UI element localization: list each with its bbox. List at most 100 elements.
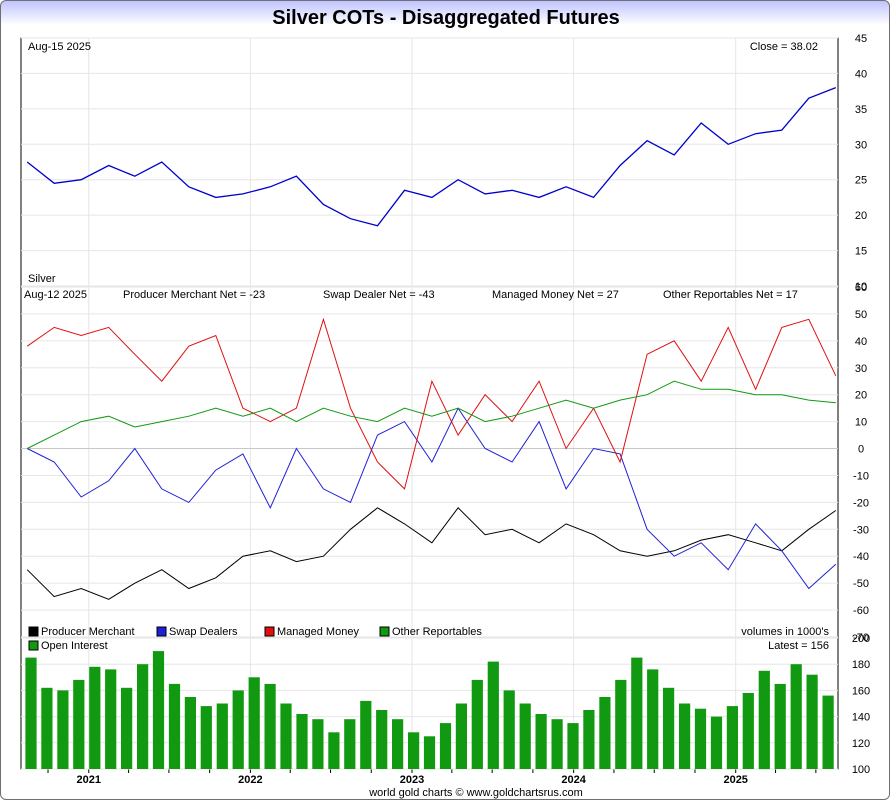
open-interest-bar bbox=[726, 706, 738, 769]
y-tick-label: -30 bbox=[853, 524, 869, 536]
open-interest-bar bbox=[360, 700, 372, 769]
y-tick-label: 20 bbox=[855, 390, 867, 402]
open-interest-bar bbox=[184, 697, 196, 769]
price-series-label: Silver bbox=[28, 273, 56, 285]
y-tick-label: 35 bbox=[855, 104, 867, 116]
open-interest-bar bbox=[248, 677, 260, 769]
open-interest-bar bbox=[312, 719, 324, 769]
open-interest-bar bbox=[806, 674, 818, 769]
legend-oi-swatch bbox=[28, 640, 39, 651]
legend-managed-label: Managed Money bbox=[277, 626, 359, 638]
open-interest-bar bbox=[216, 703, 228, 769]
open-interest-bar bbox=[503, 690, 515, 769]
price-panel bbox=[20, 37, 839, 287]
y-tick-label: 15 bbox=[855, 246, 867, 258]
y-tick-label: -50 bbox=[853, 578, 869, 590]
other-reportables-line bbox=[26, 380, 836, 449]
open-interest-bar bbox=[280, 703, 292, 769]
y-tick-label: 20 bbox=[855, 210, 867, 222]
open-interest-bar bbox=[615, 679, 627, 769]
price-date-label: Aug-15 2025 bbox=[28, 41, 91, 53]
open-interest-bar bbox=[408, 732, 420, 769]
y-tick-label: 200 bbox=[852, 633, 870, 645]
y-tick-label: -10 bbox=[853, 470, 869, 482]
legend-other-label: Other Reportables bbox=[392, 626, 482, 638]
swap-dealers-line bbox=[26, 407, 837, 590]
open-interest-bar bbox=[105, 669, 117, 769]
open-interest-bar bbox=[344, 719, 356, 769]
y-tick-label: 10 bbox=[855, 417, 867, 429]
open-interest-bar bbox=[423, 736, 436, 770]
y-tick-label: 140 bbox=[852, 712, 870, 724]
y-tick-label: 40 bbox=[855, 336, 867, 348]
open-interest-bar bbox=[296, 714, 308, 769]
open-interest-bar bbox=[439, 723, 452, 769]
open-interest-bar bbox=[392, 719, 404, 769]
open-interest-bar bbox=[694, 708, 707, 769]
y-tick-label: 30 bbox=[855, 139, 867, 151]
y-tick-label: 10 bbox=[855, 281, 867, 293]
marks bbox=[25, 86, 837, 770]
cot-header-producer: Producer Merchant Net = -23 bbox=[123, 289, 265, 301]
open-interest-bar bbox=[455, 703, 467, 769]
open-interest-bar bbox=[121, 687, 133, 769]
y-tick-label: 40 bbox=[855, 68, 867, 80]
x-year-label: 2025 bbox=[723, 774, 747, 786]
legend-producer-label: Producer Merchant bbox=[41, 626, 135, 638]
y-tick-label: 30 bbox=[855, 363, 867, 375]
producer-merchant-line bbox=[26, 507, 837, 600]
managed-money-line bbox=[26, 317, 837, 490]
y-tick-label: 160 bbox=[852, 685, 870, 697]
x-year-label: 2022 bbox=[238, 774, 262, 786]
y-tick-label: 50 bbox=[855, 309, 867, 321]
legend-swap-label: Swap Dealers bbox=[169, 626, 238, 638]
open-interest-bar bbox=[758, 670, 770, 770]
open-interest-bar bbox=[519, 703, 531, 769]
oi-latest-label: Latest = 156 bbox=[768, 640, 829, 652]
oi-label: Open Interest bbox=[41, 640, 108, 652]
open-interest-bar bbox=[551, 719, 563, 769]
volumes-note: volumes in 1000's bbox=[741, 626, 829, 638]
price-close-label: Close = 38.02 bbox=[750, 41, 818, 53]
cot-header-other: Other Reportables Net = 17 bbox=[663, 289, 798, 301]
cot-header-swap: Swap Dealer Net = -43 bbox=[323, 289, 435, 301]
open-interest-bar bbox=[647, 669, 659, 769]
x-year-label: 2023 bbox=[400, 774, 424, 786]
x-year-label: 2024 bbox=[561, 774, 586, 786]
y-tick-label: -20 bbox=[853, 497, 869, 509]
y-tick-label: 180 bbox=[852, 659, 870, 671]
y-tick-label: 45 bbox=[855, 33, 867, 45]
open-interest-bar bbox=[376, 710, 388, 769]
open-interest-bar bbox=[742, 693, 754, 769]
open-interest-bar bbox=[599, 697, 611, 769]
open-interest-bar bbox=[663, 687, 675, 769]
open-interest-bar bbox=[200, 706, 212, 769]
legend-managed-swatch bbox=[264, 626, 275, 637]
open-interest-bar bbox=[232, 690, 244, 769]
open-interest-bar bbox=[710, 716, 723, 769]
y-tick-label: -70 bbox=[853, 632, 869, 644]
open-interest-bar bbox=[567, 723, 579, 769]
footer-credit: world gold charts © www.goldchartsrus.co… bbox=[368, 787, 583, 799]
grid bbox=[21, 37, 838, 773]
y-tick-label: -60 bbox=[853, 605, 869, 617]
open-interest-bar bbox=[328, 732, 340, 769]
open-interest-bar bbox=[25, 657, 37, 769]
open-interest-bar bbox=[535, 714, 547, 769]
open-interest-bar bbox=[264, 683, 276, 769]
open-interest-bar bbox=[73, 679, 85, 769]
cot-header-managed: Managed Money Net = 27 bbox=[492, 289, 619, 301]
cot-date-label: Aug-12 2025 bbox=[24, 289, 87, 301]
legend-producer-swatch bbox=[28, 626, 39, 637]
open-interest-bar bbox=[487, 661, 499, 769]
open-interest-bar bbox=[790, 664, 802, 769]
y-tick-label: 0 bbox=[858, 444, 864, 456]
open-interest-bar bbox=[583, 710, 595, 769]
open-interest-bar bbox=[471, 679, 483, 769]
y-tick-label: 100 bbox=[852, 764, 870, 776]
open-interest-bar bbox=[41, 687, 53, 769]
open-interest-bar bbox=[137, 664, 149, 769]
texts: Aug-15 2025 Close = 38.02 Silver Aug-12 … bbox=[24, 33, 870, 799]
open-interest-bar bbox=[57, 690, 69, 769]
